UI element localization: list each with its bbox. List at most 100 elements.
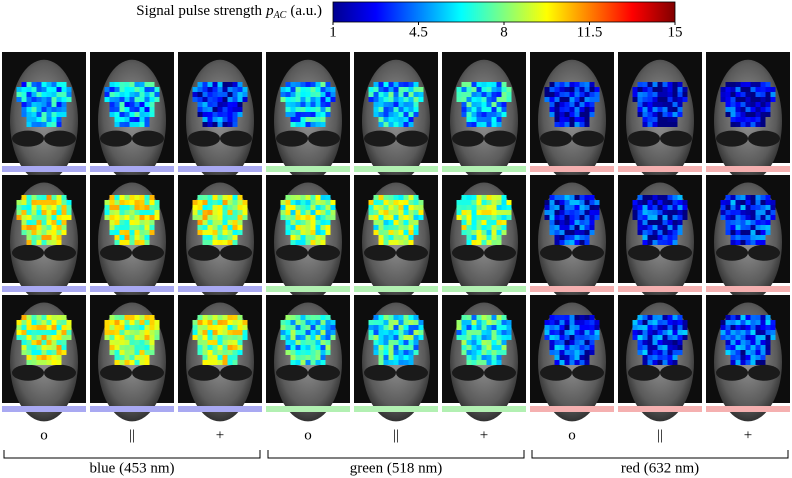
heat-cell — [119, 355, 125, 360]
heat-cell — [315, 195, 321, 200]
heat-cell — [398, 320, 404, 325]
heat-cell — [16, 215, 22, 220]
heat-cell — [760, 350, 766, 355]
heat-cell — [315, 117, 321, 122]
heat-cell — [574, 87, 580, 92]
heat-cell — [373, 230, 379, 235]
heat-cell — [466, 107, 472, 112]
wavelength-strip — [178, 286, 262, 292]
heat-cell — [589, 325, 595, 330]
heat-cell — [280, 200, 286, 205]
heat-cell — [383, 340, 389, 345]
heat-cell — [388, 87, 394, 92]
heat-cell — [61, 87, 67, 92]
heat-cell — [114, 117, 120, 122]
heat-cell — [569, 230, 575, 235]
heat-cell — [403, 117, 409, 122]
heat-cell — [310, 335, 316, 340]
heat-cell — [232, 335, 238, 340]
heat-cell — [403, 82, 409, 87]
heat-cell — [491, 330, 497, 335]
heat-cell — [564, 195, 570, 200]
heat-cell — [559, 117, 565, 122]
heat-cell — [217, 335, 223, 340]
heat-cell — [212, 195, 218, 200]
wavelength-strip — [706, 166, 790, 172]
heat-cell — [290, 240, 296, 245]
heat-cell — [735, 355, 741, 360]
heat-cell — [486, 97, 492, 102]
heat-cell — [755, 360, 761, 365]
heat-cell — [21, 87, 27, 92]
heat-cell — [476, 350, 482, 355]
heat-cell — [574, 200, 580, 205]
heat-cell — [579, 122, 585, 127]
heat-cell — [124, 107, 130, 112]
heat-cell — [305, 230, 311, 235]
heat-cell — [750, 315, 756, 320]
heat-cell — [652, 102, 658, 107]
heat-cell — [222, 345, 228, 350]
heat-cell — [315, 340, 321, 345]
goggle — [276, 130, 308, 147]
heat-cell — [554, 330, 560, 335]
heat-cell — [154, 87, 160, 92]
goggle — [308, 244, 340, 261]
heat-cell — [579, 220, 585, 225]
heat-cell — [559, 195, 565, 200]
heat-cell — [227, 240, 233, 245]
heat-cell — [41, 92, 47, 97]
heat-cell — [373, 325, 379, 330]
heat-cell — [408, 92, 414, 97]
heat-cell — [41, 335, 47, 340]
heat-cell — [403, 215, 409, 220]
heat-cell — [202, 345, 208, 350]
heat-cell — [735, 345, 741, 350]
goggle — [220, 130, 252, 147]
heat-cell — [222, 87, 228, 92]
heat-cell — [647, 107, 653, 112]
heat-cell — [393, 230, 399, 235]
heat-cell — [197, 205, 203, 210]
heat-cell — [765, 87, 771, 92]
heat-cell — [672, 235, 678, 240]
heat-cell — [26, 92, 32, 97]
heat-cell — [574, 340, 580, 345]
heat-cell — [594, 92, 600, 97]
goggle — [276, 364, 308, 381]
heat-cell — [398, 122, 404, 127]
heat-cell — [217, 112, 223, 117]
heat-cell — [325, 215, 331, 220]
heat-cell — [461, 215, 467, 220]
heat-cell — [129, 97, 135, 102]
heat-cell — [554, 102, 560, 107]
heat-cell — [305, 225, 311, 230]
heat-cell — [31, 340, 37, 345]
heat-cell — [144, 210, 150, 215]
heat-cell — [41, 215, 47, 220]
heat-cell — [217, 235, 223, 240]
heat-cell — [144, 230, 150, 235]
heat-cell — [237, 230, 243, 235]
heat-cell — [139, 87, 145, 92]
heat-cell — [725, 230, 731, 235]
heat-cell — [770, 215, 776, 220]
heat-cell — [46, 345, 52, 350]
heat-cell — [197, 220, 203, 225]
heat-cell — [26, 82, 32, 87]
heat-cell — [730, 355, 736, 360]
heat-cell — [46, 355, 52, 360]
heat-cell — [330, 87, 336, 92]
heat-cell — [383, 235, 389, 240]
group-label: green (518 nm) — [350, 460, 442, 476]
heat-cell — [398, 235, 404, 240]
heat-cell — [388, 315, 394, 320]
heat-cell — [413, 82, 419, 87]
heat-cell — [310, 122, 316, 127]
heat-cell — [46, 210, 52, 215]
heat-cell — [735, 195, 741, 200]
heat-cell — [227, 205, 233, 210]
heat-cell — [569, 220, 575, 225]
heat-cell — [222, 230, 228, 235]
heat-cell — [378, 325, 384, 330]
